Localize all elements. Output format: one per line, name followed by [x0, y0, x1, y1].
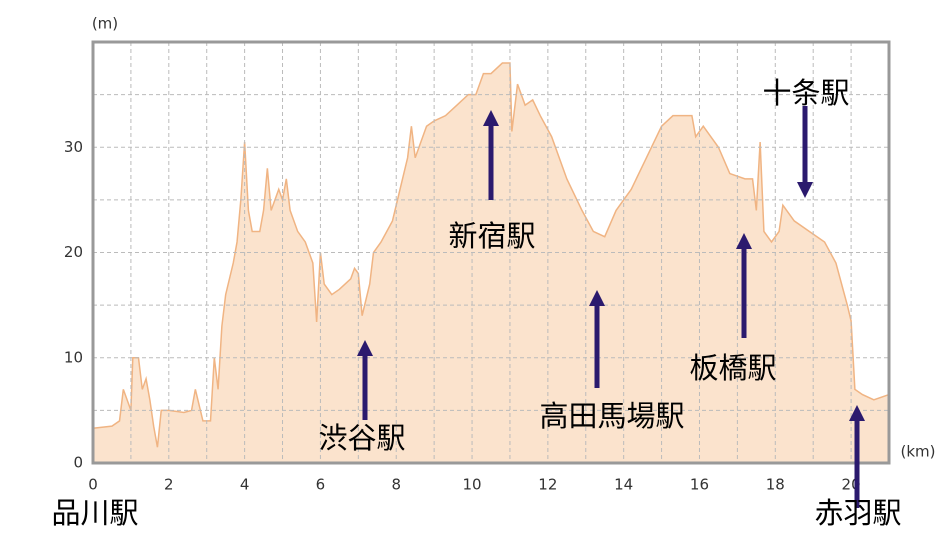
x-tick-label: 6: [316, 476, 326, 494]
annotation: 赤羽駅: [814, 496, 901, 530]
plot-frame: [91, 40, 891, 465]
x-tick-label: 10: [463, 476, 482, 494]
annotation: 新宿駅: [448, 219, 535, 253]
y-unit: (m): [92, 15, 118, 33]
x-tick-label: 18: [766, 476, 785, 494]
x-tick-label: 0: [88, 476, 98, 494]
y-tick-label: 0: [73, 454, 83, 472]
x-unit: (km): [900, 443, 935, 461]
y-tick-label: 10: [64, 348, 83, 366]
x-tick-label: 4: [240, 476, 250, 494]
annotation: 高田馬場駅: [539, 399, 684, 433]
area: [93, 63, 889, 464]
x-tick-label: 12: [538, 476, 557, 494]
x-tick-label: 16: [690, 476, 709, 494]
annotation: 渋谷駅: [318, 421, 405, 455]
annotation: 品川駅: [51, 496, 138, 530]
y-tick-label: 30: [64, 138, 83, 156]
x-tick-label: 2: [164, 476, 174, 494]
annotation: 板橋駅: [689, 351, 776, 385]
annotation: 十条駅: [762, 76, 849, 110]
y-tick-label: 20: [64, 243, 83, 261]
x-tick-label: 8: [391, 476, 401, 494]
x-tick-label: 14: [614, 476, 633, 494]
